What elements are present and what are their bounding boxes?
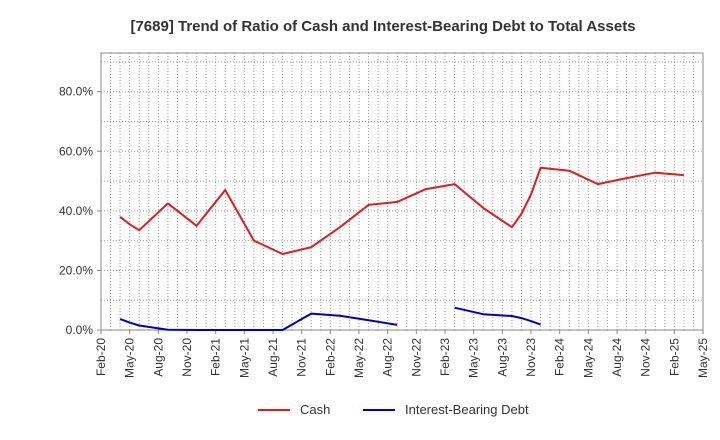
chart-title: [7689] Trend of Ratio of Cash and Intere… [130,18,635,35]
grid [101,53,703,330]
y-tick-label: 40.0% [59,204,93,218]
legend-label-0: Cash [300,402,330,417]
x-tick-label: Nov-24 [639,338,653,377]
x-tick-label: Nov-22 [409,338,423,377]
x-tick-label: Aug-22 [381,338,395,377]
series-layer [119,166,684,331]
x-tick-label: May-25 [696,338,710,378]
x-tick-label: Feb-21 [209,338,223,376]
x-tick-label: Feb-25 [667,338,681,376]
x-tick-label: Nov-20 [180,338,194,377]
x-tick-label: May-23 [467,338,481,378]
x-tick-label: Feb-20 [94,338,108,376]
x-tick-label: Aug-21 [266,338,280,377]
x-tick-label: Nov-23 [524,338,538,377]
x-tick-label: Feb-22 [323,338,337,376]
x-tick-label: May-21 [237,338,251,378]
x-tick-label: Aug-23 [495,338,509,377]
x-tick-label: Feb-24 [553,338,567,376]
legend-label-1: Interest-Bearing Debt [405,402,529,417]
plot-area [100,52,704,331]
legend: Cash Interest-Bearing Debt [258,402,529,417]
y-tick-label: 20.0% [59,263,93,277]
series-line-1 [119,312,398,331]
x-tick-label: Nov-21 [295,338,309,377]
x-tick-label: May-20 [123,338,137,378]
y-axis: 0.0% 20.0% 40.0% 60.0% 80.0% [59,85,101,337]
x-tick-label: Aug-24 [610,338,624,377]
x-axis: Feb-20 May-20 Aug-20 Nov-20 Feb-21 May-21 Aug-… [94,330,710,378]
x-tick-label: Aug-20 [151,338,165,377]
series-line-0 [119,166,684,255]
y-tick-label: 80.0% [59,85,93,99]
y-tick-label: 0.0% [66,323,94,337]
x-tick-label: May-22 [352,338,366,378]
y-tick-label: 60.0% [59,144,93,158]
series-line-1 [454,306,541,326]
x-tick-label: Feb-23 [438,338,452,376]
x-tick-label: May-24 [581,338,595,378]
